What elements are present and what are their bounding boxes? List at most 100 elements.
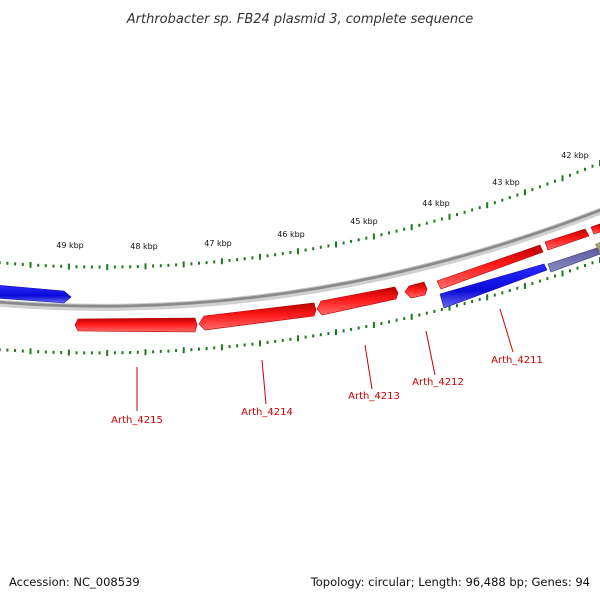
inner-ruler-minor-tick bbox=[37, 350, 40, 354]
ruler-label-44: 44 kbp bbox=[422, 199, 450, 208]
inner-ruler-minor-tick bbox=[0, 348, 1, 352]
inner-ruler-minor-tick bbox=[274, 339, 277, 343]
leader-arth-4211 bbox=[499, 308, 514, 353]
inner-ruler-minor-tick bbox=[289, 337, 292, 341]
outer-ruler-minor-tick bbox=[228, 258, 231, 262]
outer-ruler-minor-tick bbox=[554, 179, 556, 183]
outer-ruler-minor-tick bbox=[113, 265, 116, 269]
outer-ruler-major-tick bbox=[259, 253, 261, 260]
inner-ruler-minor-tick bbox=[159, 349, 162, 353]
gene-blue-left bbox=[0, 285, 72, 304]
ruler-label-48: 48 kbp bbox=[130, 242, 158, 251]
outer-ruler-minor-tick bbox=[60, 264, 63, 268]
outer-ruler-minor-tick bbox=[350, 239, 353, 243]
inner-ruler bbox=[0, 257, 600, 356]
outer-ruler bbox=[0, 160, 600, 271]
inner-ruler-minor-tick bbox=[251, 342, 254, 346]
inner-ruler-minor-tick bbox=[167, 349, 170, 353]
inner-ruler-minor-tick bbox=[365, 325, 368, 328]
inner-ruler-minor-tick bbox=[350, 327, 353, 331]
inner-ruler-minor-tick bbox=[98, 351, 101, 355]
inner-ruler-minor-tick bbox=[304, 335, 307, 339]
inner-ruler-minor-tick bbox=[342, 329, 345, 333]
outer-ruler-minor-tick bbox=[167, 263, 170, 267]
inner-ruler-minor-tick bbox=[60, 351, 63, 354]
outer-ruler-minor-tick bbox=[213, 260, 216, 264]
inner-ruler-minor-tick bbox=[538, 279, 541, 283]
outer-ruler-major-tick bbox=[182, 261, 185, 268]
outer-ruler-minor-tick bbox=[6, 261, 9, 265]
gene-label-arth-4212: Arth_4212 bbox=[412, 377, 464, 388]
inner-ruler-minor-tick bbox=[591, 261, 594, 265]
outer-ruler-minor-tick bbox=[37, 263, 40, 267]
inner-ruler-minor-tick bbox=[380, 322, 383, 325]
inner-ruler-minor-tick bbox=[403, 317, 406, 320]
outer-ruler-minor-tick bbox=[440, 217, 443, 221]
inner-ruler-minor-tick bbox=[478, 297, 481, 301]
inner-ruler-minor-tick bbox=[121, 351, 124, 355]
accession-text: Accession: NC_008539 bbox=[9, 575, 140, 589]
outer-ruler-minor-tick bbox=[121, 265, 124, 269]
outer-ruler-minor-tick bbox=[14, 262, 17, 266]
outer-ruler-major-tick bbox=[297, 248, 299, 255]
outer-ruler-minor-tick bbox=[52, 264, 55, 268]
outer-ruler-major-tick bbox=[372, 233, 375, 240]
outer-ruler-major-tick bbox=[335, 241, 337, 248]
leader-arth-4212 bbox=[425, 330, 436, 376]
inner-ruler-minor-tick bbox=[319, 333, 322, 337]
outer-ruler-minor-tick bbox=[205, 261, 208, 265]
gene-muted-right bbox=[547, 247, 600, 273]
inner-ruler-minor-tick bbox=[456, 304, 458, 308]
outer-ruler-minor-tick bbox=[83, 265, 86, 269]
gene-arth-4212 bbox=[404, 281, 428, 299]
outer-ruler-minor-tick bbox=[236, 258, 239, 262]
outer-ruler-minor-tick bbox=[304, 248, 307, 252]
gene-olive-edge bbox=[595, 242, 600, 252]
inner-ruler-minor-tick bbox=[6, 348, 9, 352]
outer-ruler-minor-tick bbox=[136, 265, 139, 269]
inner-ruler-minor-tick bbox=[327, 332, 330, 335]
map-title: Arthrobacter sp. FB24 plasmid 3, complet… bbox=[126, 12, 473, 27]
inner-ruler-minor-tick bbox=[21, 349, 24, 353]
outer-ruler-minor-tick bbox=[569, 173, 571, 177]
inner-ruler-minor-tick bbox=[175, 349, 178, 353]
inner-ruler-minor-tick bbox=[236, 344, 239, 348]
outer-ruler-major-tick bbox=[29, 261, 32, 268]
inner-ruler-minor-tick bbox=[508, 289, 511, 293]
inner-ruler-minor-tick bbox=[266, 340, 269, 344]
ruler-label-42: 42 kbp bbox=[561, 151, 589, 160]
inner-ruler-major-tick bbox=[297, 335, 299, 342]
outer-ruler-minor-tick bbox=[198, 261, 200, 265]
inner-ruler-minor-tick bbox=[569, 269, 571, 273]
gene-arth-4215 bbox=[74, 317, 198, 333]
outer-ruler-minor-tick bbox=[418, 223, 421, 227]
outer-ruler-minor-tick bbox=[357, 238, 360, 242]
inner-ruler-minor-tick bbox=[501, 291, 504, 295]
outer-ruler-minor-tick bbox=[75, 265, 78, 269]
outer-ruler-minor-tick bbox=[289, 251, 292, 254]
outer-ruler-minor-tick bbox=[319, 245, 322, 249]
outer-ruler-minor-tick bbox=[403, 227, 406, 231]
inner-ruler-minor-tick bbox=[493, 293, 496, 297]
outer-ruler-major-tick bbox=[220, 258, 223, 265]
gene-red-upper-2 bbox=[544, 228, 590, 251]
inner-ruler-minor-tick bbox=[44, 350, 47, 354]
outer-ruler-minor-tick bbox=[90, 265, 93, 269]
inner-ruler-major-tick bbox=[448, 304, 451, 311]
outer-ruler-minor-tick bbox=[98, 265, 101, 269]
inner-ruler-minor-tick bbox=[433, 309, 436, 313]
inner-ruler-minor-tick bbox=[113, 351, 116, 355]
outer-ruler-major-tick bbox=[523, 189, 526, 196]
outer-ruler-minor-tick bbox=[516, 193, 519, 197]
outer-ruler-major-tick bbox=[486, 202, 489, 209]
inner-ruler-minor-tick bbox=[418, 313, 421, 317]
inner-ruler-minor-tick bbox=[228, 345, 231, 349]
outer-ruler-minor-tick bbox=[251, 256, 254, 260]
backbone-ring bbox=[0, 207, 600, 308]
backbone-ring-highlight bbox=[0, 207, 600, 305]
outer-ruler-minor-tick bbox=[159, 264, 162, 268]
inner-ruler-minor-tick bbox=[395, 318, 398, 322]
outer-ruler-minor-tick bbox=[433, 219, 436, 223]
inner-ruler-minor-tick bbox=[425, 311, 428, 315]
outer-ruler-minor-tick bbox=[243, 257, 246, 261]
